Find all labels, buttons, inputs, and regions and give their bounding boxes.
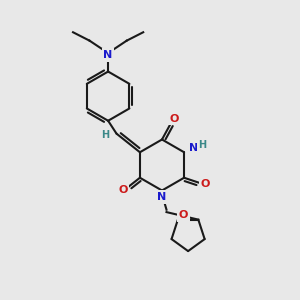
Text: N: N — [103, 50, 113, 60]
Text: O: O — [118, 185, 128, 195]
Text: O: O — [200, 179, 210, 189]
Text: H: H — [101, 130, 109, 140]
Text: H: H — [199, 140, 207, 150]
Text: O: O — [178, 210, 188, 220]
Text: N: N — [189, 143, 198, 153]
Text: N: N — [158, 192, 166, 202]
Text: O: O — [169, 113, 179, 124]
